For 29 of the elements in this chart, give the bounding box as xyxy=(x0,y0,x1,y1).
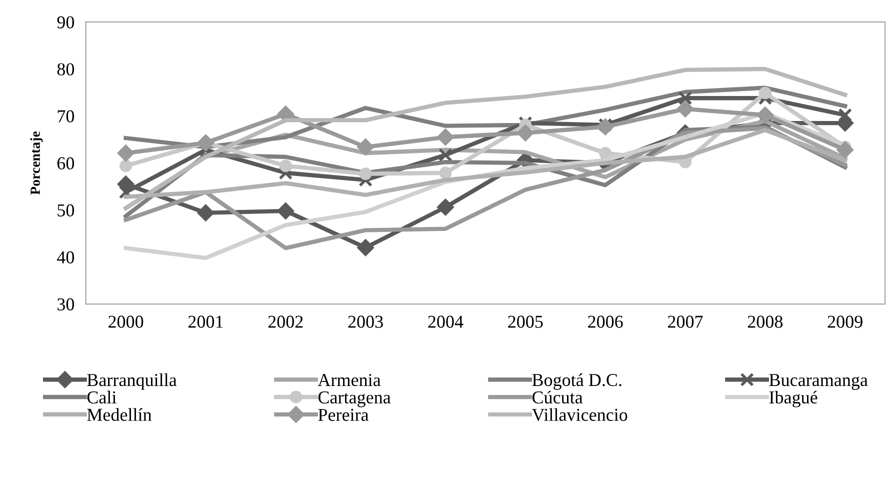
y-tick-label: 70 xyxy=(58,110,74,122)
legend-label: Cartagena xyxy=(318,391,391,408)
y-tick-label: 80 xyxy=(57,63,74,76)
legend-label: Bucaramanga xyxy=(769,374,868,390)
y-tick-label: 30 xyxy=(58,298,74,310)
legend-label: Barranquilla xyxy=(87,373,177,390)
x-tick-label: 2002 xyxy=(268,316,303,328)
x-tick-label: 2009 xyxy=(828,316,862,328)
x-tick-label: 2005 xyxy=(508,316,543,328)
y-tick-label: 90 xyxy=(57,16,74,28)
x-tick-label: 2000 xyxy=(108,316,144,328)
y-axis-title: Porcentaje xyxy=(30,131,43,195)
x-tick-label: 2001 xyxy=(188,316,223,328)
legend-label: Armenia xyxy=(318,374,381,386)
legend-label: Ibagué xyxy=(769,390,818,408)
x-tick-label: 2003 xyxy=(348,316,383,328)
x-tick-label: 2004 xyxy=(428,316,464,328)
y-tick-label: 40 xyxy=(57,251,74,264)
legend-label: Bogotá D.C. xyxy=(532,373,622,390)
x-tick-label: 2007 xyxy=(668,316,703,328)
legend-label: Medellín xyxy=(87,408,152,421)
x-tick-label: 2008 xyxy=(748,316,783,328)
legend-label: Pereira xyxy=(318,408,369,421)
legend-label: Cúcuta xyxy=(532,390,583,404)
y-tick-label: 60 xyxy=(57,157,74,170)
legend-label: Villavicencio xyxy=(532,408,628,422)
legend-label: Cali xyxy=(87,390,116,404)
y-tick-label: 50 xyxy=(58,204,74,216)
x-tick-label: 2006 xyxy=(588,316,623,328)
